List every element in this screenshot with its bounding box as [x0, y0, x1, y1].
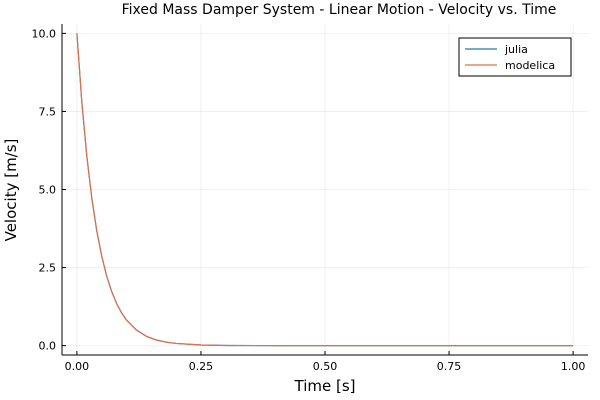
- y-tick-label: 0.0: [39, 340, 57, 353]
- chart-title: Fixed Mass Damper System - Linear Motion…: [122, 2, 557, 18]
- y-axis-label: Velocity [m/s]: [2, 139, 20, 242]
- x-tick-label: 0.75: [437, 360, 462, 373]
- x-axis-label: Time [s]: [294, 377, 356, 395]
- y-tick-label: 5.0: [39, 184, 57, 197]
- x-tick-label: 0.25: [189, 360, 214, 373]
- series-group: [76, 33, 574, 347]
- y-tick-label: 10.0: [32, 27, 57, 40]
- legend-label-modelica: modelica: [505, 59, 555, 72]
- x-tick-label: 0.00: [65, 360, 90, 373]
- y-tick-label: 7.5: [39, 105, 57, 118]
- x-tick-label: 1.00: [561, 360, 586, 373]
- y-tick-label: 2.5: [39, 262, 57, 275]
- legend: julia modelica: [458, 37, 572, 77]
- legend-label-julia: julia: [504, 43, 528, 56]
- legend-box: [458, 37, 572, 77]
- series-line-modelica: [76, 33, 574, 347]
- x-tick-label: 0.50: [313, 360, 338, 373]
- ticks: 0.00 0.25 0.50 0.75 1.00 0.0 2.5 5.0 7.5 10.0: [32, 27, 586, 373]
